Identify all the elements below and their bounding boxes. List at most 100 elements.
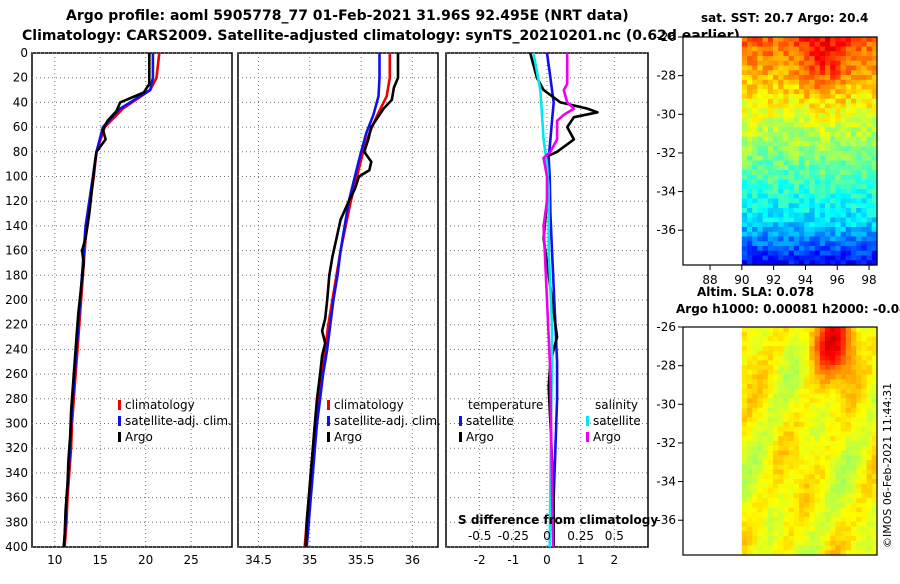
heatmap-cell [871, 521, 878, 528]
heatmap-cell [793, 255, 800, 261]
heatmap-cell [783, 407, 790, 414]
heatmap-cell [793, 502, 800, 509]
heatmap-cell [825, 108, 831, 114]
heatmap-cell [809, 132, 816, 138]
heatmap-cell [845, 426, 852, 433]
heatmap-cell [856, 422, 863, 428]
heatmap-cell [851, 479, 857, 485]
heatmap-cell [871, 502, 878, 509]
heatmap-cell [851, 217, 857, 223]
heatmap-cell [825, 417, 831, 423]
heatmap-cell [835, 56, 842, 62]
heatmap-cell [871, 426, 878, 433]
heatmap-cell [747, 350, 753, 357]
heatmap-cell [871, 479, 878, 485]
heatmap-cell [788, 365, 795, 371]
heatmap-cell [845, 455, 852, 461]
heatmap-cell [752, 212, 759, 219]
heatmap-cell [793, 136, 800, 143]
heatmap-cell [840, 260, 847, 266]
heatmap-cell [830, 483, 837, 490]
heatmap-cell [741, 146, 748, 152]
heatmap-cell [809, 98, 816, 105]
heatmap-cell [814, 536, 821, 542]
heatmap-cell [819, 208, 826, 214]
heatmap-cell [830, 388, 837, 395]
heatmap-cell [741, 521, 748, 528]
heatmap-cell [799, 51, 805, 57]
heatmap-cell [819, 89, 826, 95]
heatmap-cell [778, 170, 785, 176]
heatmap-cell [804, 540, 811, 547]
heatmap-cell [762, 37, 769, 43]
heatmap-cell [809, 374, 816, 380]
heatmap-cell [819, 193, 826, 200]
y-tick-label: 180 [5, 268, 28, 282]
heatmap-cell [804, 84, 811, 90]
heatmap-cell [871, 469, 878, 475]
y-tick-label: 0 [20, 46, 28, 60]
heatmap-cell [819, 37, 826, 43]
heatmap-cell [871, 212, 878, 219]
heatmap-cell [773, 65, 779, 71]
heatmap-cell [861, 531, 868, 537]
heatmap-cell [773, 108, 779, 114]
heatmap-cell [856, 502, 863, 509]
heatmap-cell [861, 70, 868, 76]
heatmap-cell [851, 132, 857, 138]
heatmap-cell [757, 512, 764, 518]
heatmap-cell [840, 227, 847, 233]
heatmap-cell [866, 512, 873, 518]
heatmap-cell [767, 483, 774, 490]
heatmap-cell [871, 46, 878, 52]
heatmap-cell [866, 502, 873, 509]
heatmap-cell [783, 94, 790, 100]
heatmap-cell [804, 122, 811, 128]
heatmap-cell [814, 479, 821, 485]
heatmap-cell [845, 493, 852, 499]
heatmap-cell [773, 217, 779, 223]
heatmap-cell [845, 79, 852, 86]
heatmap-cell [819, 179, 826, 185]
heatmap-cell [762, 222, 769, 228]
heatmap-cell [866, 436, 873, 442]
heatmap-cell [752, 89, 759, 95]
heatmap-cell [851, 155, 857, 162]
heatmap-cell [830, 426, 837, 433]
heatmap-cell [799, 483, 805, 490]
heatmap-cell [856, 41, 863, 48]
heatmap-cell [767, 479, 774, 485]
heatmap-cell [778, 540, 785, 547]
heatmap-cell [871, 369, 878, 376]
heatmap-cell [778, 365, 785, 371]
heatmap-cell [840, 388, 847, 395]
heatmap-cell [783, 336, 790, 342]
heatmap-cell [767, 179, 774, 185]
heatmap-cell [804, 331, 811, 338]
heatmap-cell [845, 374, 852, 380]
heatmap-cell [747, 260, 753, 266]
legend-heading-salinity: salinity [595, 398, 638, 412]
heatmap-cell [752, 179, 759, 185]
heatmap-cell [845, 117, 852, 124]
heatmap-cell [825, 531, 831, 537]
heatmap-cell [835, 241, 842, 247]
heatmap-cell [773, 479, 779, 485]
heatmap-cell [762, 127, 769, 133]
heatmap-cell [778, 521, 785, 528]
legend-label: Argo [466, 430, 494, 444]
heatmap-cell [741, 165, 748, 171]
heatmap-cell [856, 407, 863, 414]
heatmap-cell [778, 493, 785, 499]
legend-swatch [327, 432, 330, 442]
heatmap-cell [752, 103, 759, 109]
heatmap-cell [752, 46, 759, 52]
heatmap-cell [773, 103, 779, 109]
heatmap-cell [819, 436, 826, 442]
heatmap-cell [851, 222, 857, 228]
heatmap-cell [752, 488, 759, 494]
heatmap-cell [741, 241, 748, 247]
heatmap-cell [752, 398, 759, 404]
x-tick-label: 96 [830, 273, 845, 287]
heatmap-cell [840, 60, 847, 67]
